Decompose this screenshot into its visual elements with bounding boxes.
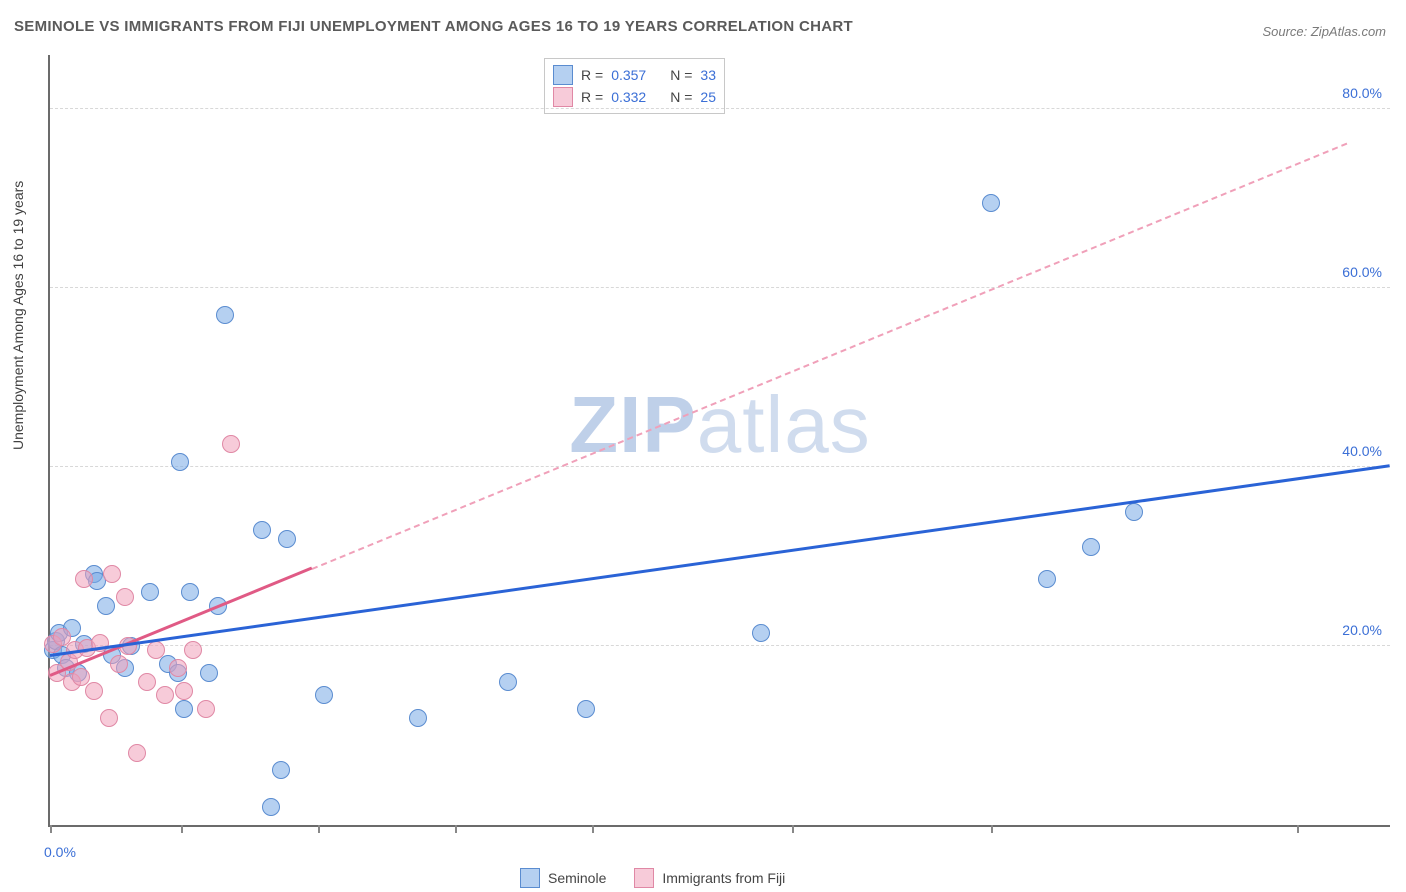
- data-point-seminole: [1125, 503, 1143, 521]
- legend-label: Immigrants from Fiji: [662, 870, 785, 886]
- n-label: N =: [670, 89, 692, 105]
- y-axis-label: Unemployment Among Ages 16 to 19 years: [10, 181, 26, 450]
- n-value: 33: [700, 67, 716, 83]
- data-point-seminole: [200, 664, 218, 682]
- data-point-seminole: [409, 709, 427, 727]
- legend-item-fiji: Immigrants from Fiji: [634, 868, 785, 888]
- data-point-seminole: [752, 624, 770, 642]
- data-point-fiji: [110, 655, 128, 673]
- data-point-seminole: [278, 530, 296, 548]
- data-point-fiji: [222, 435, 240, 453]
- stats-row-fiji: R = 0.332 N = 25: [553, 86, 716, 108]
- swatch-blue: [553, 65, 573, 85]
- data-point-seminole: [97, 597, 115, 615]
- data-point-fiji: [103, 565, 121, 583]
- gridline: [50, 287, 1390, 288]
- gridline: [50, 108, 1390, 109]
- data-point-fiji: [197, 700, 215, 718]
- data-point-fiji: [138, 673, 156, 691]
- swatch-pink: [634, 868, 654, 888]
- legend-bottom: Seminole Immigrants from Fiji: [520, 868, 785, 888]
- chart-title: SEMINOLE VS IMMIGRANTS FROM FIJI UNEMPLO…: [14, 18, 853, 35]
- legend-label: Seminole: [548, 870, 606, 886]
- data-point-fiji: [156, 686, 174, 704]
- x-tick: [50, 825, 52, 833]
- data-point-fiji: [100, 709, 118, 727]
- n-value: 25: [700, 89, 716, 105]
- data-point-fiji: [147, 641, 165, 659]
- data-point-fiji: [169, 659, 187, 677]
- stats-legend-box: R = 0.357 N = 33 R = 0.332 N = 25: [544, 58, 725, 114]
- data-point-fiji: [116, 588, 134, 606]
- data-point-seminole: [175, 700, 193, 718]
- data-point-seminole: [141, 583, 159, 601]
- x-tick: [592, 825, 594, 833]
- data-point-fiji: [75, 570, 93, 588]
- trend-line: [311, 143, 1346, 570]
- x-tick: [1297, 825, 1299, 833]
- data-point-seminole: [499, 673, 517, 691]
- r-label: R =: [581, 67, 603, 83]
- watermark: ZIPatlas: [569, 379, 870, 471]
- gridline: [50, 645, 1390, 646]
- y-tick-label: 80.0%: [1342, 85, 1382, 101]
- x-tick: [181, 825, 183, 833]
- r-value: 0.332: [611, 89, 646, 105]
- x-tick: [318, 825, 320, 833]
- data-point-seminole: [982, 194, 1000, 212]
- data-point-seminole: [262, 798, 280, 816]
- r-value: 0.357: [611, 67, 646, 83]
- data-point-fiji: [175, 682, 193, 700]
- legend-item-seminole: Seminole: [520, 868, 606, 888]
- data-point-seminole: [216, 306, 234, 324]
- y-tick-label: 60.0%: [1342, 264, 1382, 280]
- x-tick: [455, 825, 457, 833]
- data-point-seminole: [1082, 538, 1100, 556]
- stats-row-seminole: R = 0.357 N = 33: [553, 64, 716, 86]
- y-tick-label: 20.0%: [1342, 622, 1382, 638]
- data-point-fiji: [85, 682, 103, 700]
- x-tick: [792, 825, 794, 833]
- data-point-seminole: [577, 700, 595, 718]
- data-point-fiji: [128, 744, 146, 762]
- trend-line: [50, 464, 1390, 657]
- data-point-seminole: [253, 521, 271, 539]
- scatter-plot-area: ZIPatlas R = 0.357 N = 33 R = 0.332 N = …: [48, 55, 1390, 827]
- gridline: [50, 466, 1390, 467]
- x-tick: [991, 825, 993, 833]
- r-label: R =: [581, 89, 603, 105]
- x-tick-label-min: 0.0%: [44, 844, 76, 860]
- n-label: N =: [670, 67, 692, 83]
- data-point-seminole: [315, 686, 333, 704]
- swatch-blue: [520, 868, 540, 888]
- data-point-seminole: [1038, 570, 1056, 588]
- data-point-seminole: [272, 761, 290, 779]
- source-attribution: Source: ZipAtlas.com: [1262, 24, 1386, 39]
- swatch-pink: [553, 87, 573, 107]
- data-point-seminole: [171, 453, 189, 471]
- data-point-fiji: [184, 641, 202, 659]
- data-point-seminole: [181, 583, 199, 601]
- y-tick-label: 40.0%: [1342, 443, 1382, 459]
